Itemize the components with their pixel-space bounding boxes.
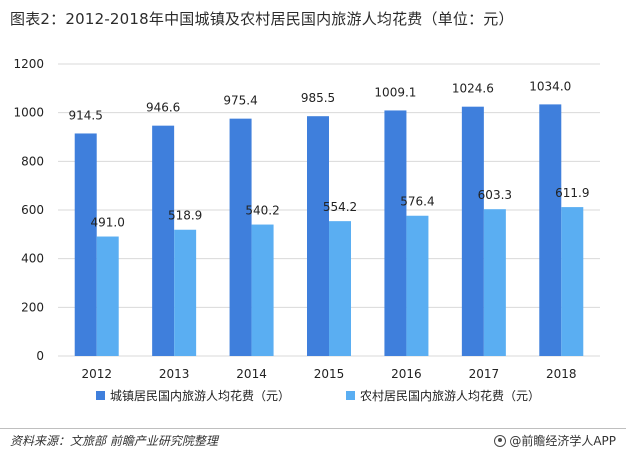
footer-divider: [0, 428, 626, 429]
rural-bar: [96, 236, 119, 356]
x-tick-label: 2017: [469, 367, 500, 381]
data-label: 1009.1: [374, 85, 416, 99]
rural-bar: [483, 209, 506, 356]
x-tick-label: 2012: [81, 367, 112, 381]
data-label: 540.2: [245, 204, 279, 218]
data-label: 611.9: [555, 186, 589, 200]
brand-text: @前瞻经济学人APP: [509, 434, 616, 448]
data-label: 1024.6: [452, 82, 494, 96]
data-label: 576.4: [400, 195, 434, 209]
urban-bar: [384, 110, 407, 356]
x-tick-label: 2013: [159, 367, 190, 381]
legend-swatch: [346, 391, 355, 400]
source-note: 资料来源：文旅部 前瞻产业研究院整理: [10, 434, 218, 448]
data-label: 975.4: [223, 94, 257, 108]
x-tick-label: 2014: [236, 367, 267, 381]
chart-title: 图表2：2012-2018年中国城镇及农村居民国内旅游人均花费（单位：元）: [10, 10, 514, 28]
data-label: 603.3: [478, 188, 512, 202]
brand-logo-icon: [494, 434, 507, 447]
brand-label: @前瞻经济学人APP: [494, 432, 616, 449]
x-tick-label: 2015: [314, 367, 345, 381]
rural-bar: [251, 224, 274, 356]
data-label: 518.9: [168, 209, 202, 223]
y-tick-label: 0: [36, 349, 44, 363]
y-tick-label: 400: [21, 252, 44, 266]
y-tick-label: 1200: [13, 57, 44, 71]
rural-bar: [174, 229, 197, 356]
legend-label: 农村居民国内旅游人均花费（元）: [360, 388, 540, 403]
data-label: 554.2: [323, 200, 357, 214]
legend-label: 城镇居民国内旅游人均花费（元）: [110, 388, 290, 403]
rural-bar: [329, 221, 351, 356]
urban-bar: [74, 133, 97, 356]
rural-bar: [561, 207, 584, 356]
data-label: 1034.0: [529, 79, 571, 93]
rural-bar: [406, 215, 429, 356]
data-label: 914.5: [69, 108, 103, 122]
data-label: 985.5: [301, 91, 335, 105]
legend-swatch: [96, 391, 105, 400]
urban-bar: [152, 125, 175, 356]
data-label: 946.6: [146, 101, 180, 115]
y-tick-label: 600: [21, 203, 44, 217]
x-tick-label: 2018: [546, 367, 577, 381]
y-tick-label: 200: [21, 300, 44, 314]
urban-bar: [539, 104, 562, 356]
data-label: 491.0: [91, 216, 125, 230]
bar-chart: 0 200 400 600 800 1000 1200 914.5 491.0 2012 946.6…: [13, 57, 600, 403]
x-tick-label: 2016: [391, 367, 422, 381]
urban-bar: [229, 118, 252, 356]
y-tick-label: 800: [21, 154, 44, 168]
urban-bar: [307, 116, 329, 356]
urban-bar: [461, 106, 484, 356]
y-tick-label: 1000: [13, 106, 44, 120]
